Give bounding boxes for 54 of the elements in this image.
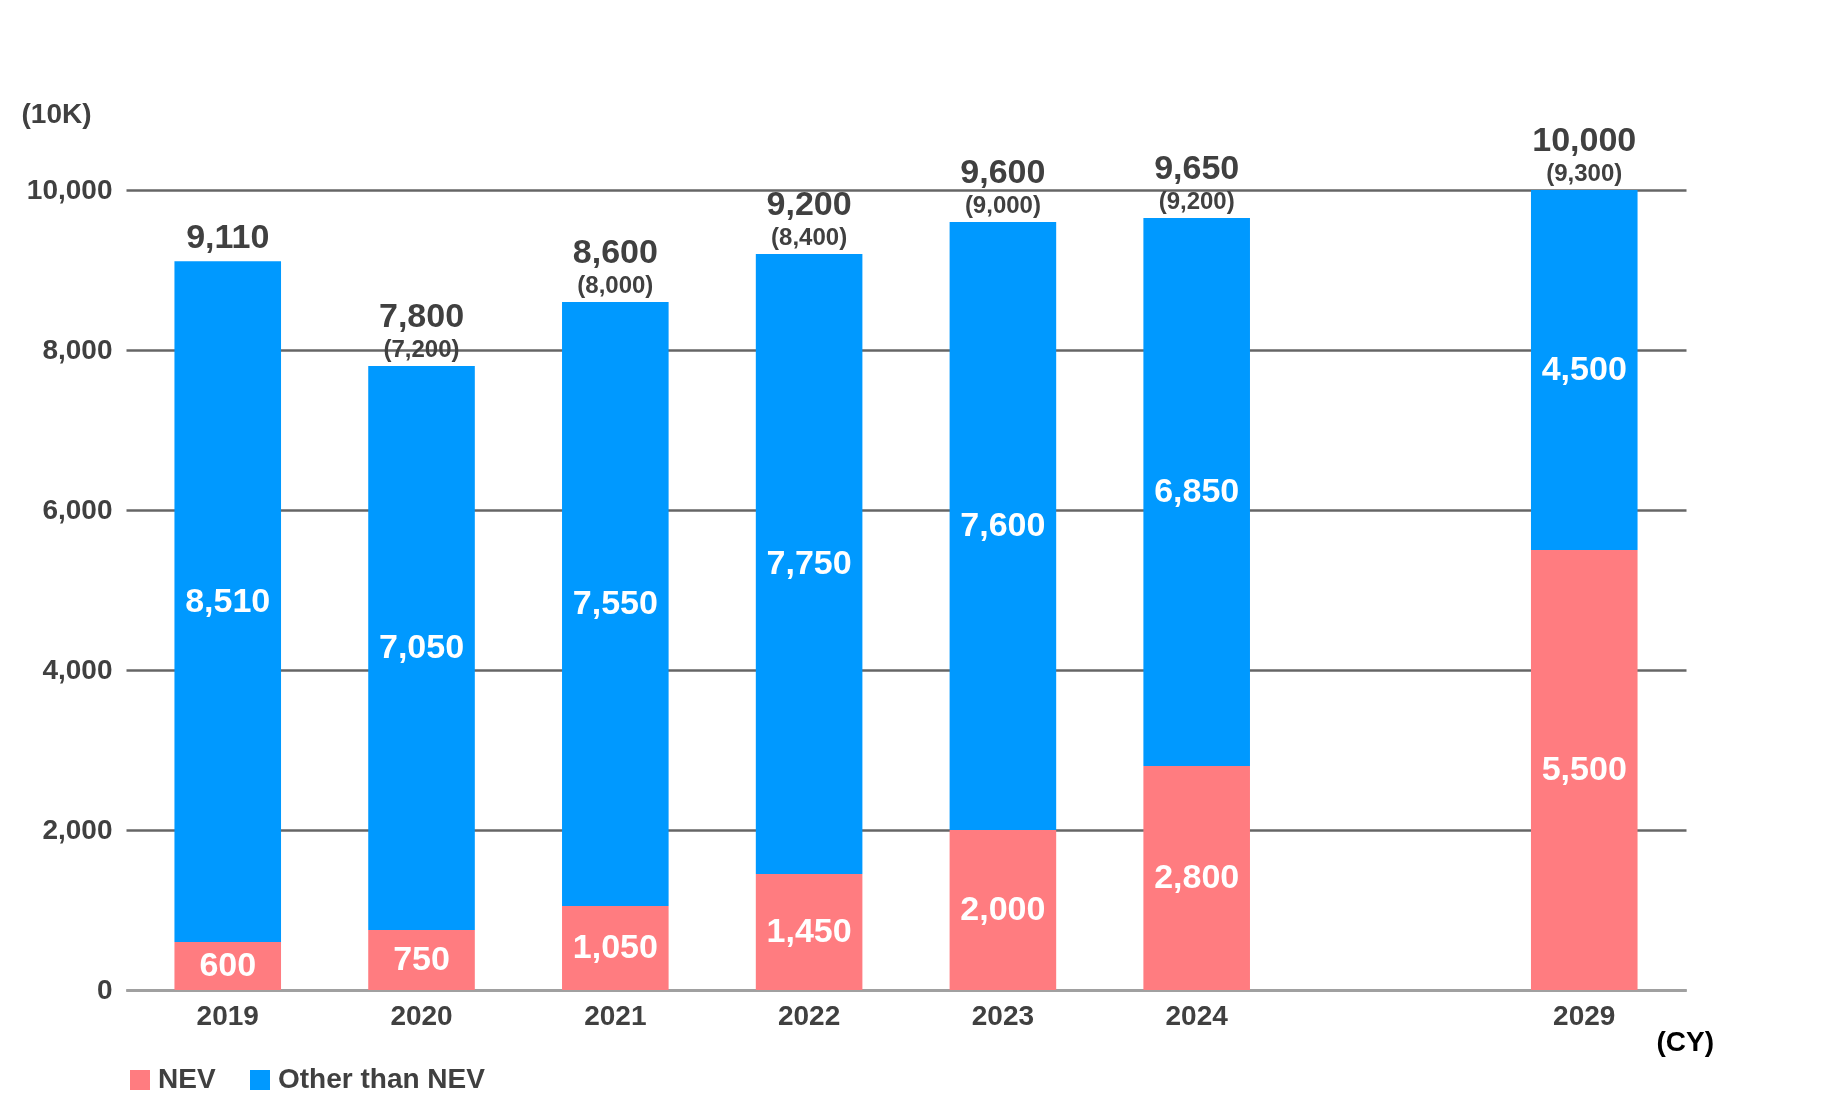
bar [755,254,863,874]
annotation: (9,200) [1158,187,1235,214]
y-axis-title: (10K) [21,97,92,129]
data-label: 7,550 [572,583,658,621]
annotation: (8,000) [577,271,654,298]
total-label: 9,110 [186,217,270,256]
data-label: 1,450 [766,911,852,949]
data-label: 6,850 [1154,471,1240,509]
legend-label: Other than NEV [278,1063,486,1094]
y-tick-label: 0 [96,973,113,1005]
x-tick-label: 2020 [390,999,453,1031]
x-tick-label: 2021 [584,999,647,1031]
bar [1143,218,1250,766]
data-label: 7,050 [378,627,465,665]
annotation: (9,000) [964,191,1041,218]
bar [755,874,863,990]
data-label: 2,000 [960,889,1046,927]
bar [174,261,282,942]
total-label: 9,600 [960,152,1046,190]
bar [368,366,475,930]
bar [562,302,669,906]
x-tick-label: 2029 [1553,999,1616,1031]
y-tick-label: 8,000 [42,333,113,365]
bar [1530,190,1638,550]
bar [949,222,1057,830]
y-tick-label: 10,000 [26,173,113,205]
data-label: 8,510 [185,580,271,619]
bar [1143,766,1250,990]
total-label: 10,000 [1532,120,1637,158]
data-label: 4,500 [1541,349,1627,387]
x-tick-label: 2023 [971,999,1035,1031]
data-label: 7,600 [960,505,1046,543]
x-tick-label: 2019 [196,999,259,1031]
y-tick-label: 2,000 [42,813,113,845]
data-label: 2,800 [1154,857,1240,895]
data-label: 750 [393,939,450,977]
y-tick-label: 4,000 [42,653,113,685]
annotation: (9,300) [1546,159,1623,186]
total-label: 9,200 [766,184,852,222]
total-label: 8,600 [572,232,658,270]
total-label: 7,800 [378,296,465,334]
data-label: 1,050 [572,927,658,965]
annotation: (8,400) [771,223,848,250]
legend-label: NEV [158,1063,216,1094]
data-label: 600 [199,945,257,983]
data-label: 7,750 [766,543,852,581]
data-label: 5,500 [1541,749,1627,787]
x-tick-label: 2024 [1165,999,1229,1031]
x-tick-label: 2022 [777,999,841,1031]
x-axis-title: (CY) [1656,1025,1715,1057]
bar [1530,550,1638,990]
total-label: 9,650 [1154,148,1240,186]
y-tick-label: 6,000 [42,493,113,525]
bar [949,830,1057,990]
